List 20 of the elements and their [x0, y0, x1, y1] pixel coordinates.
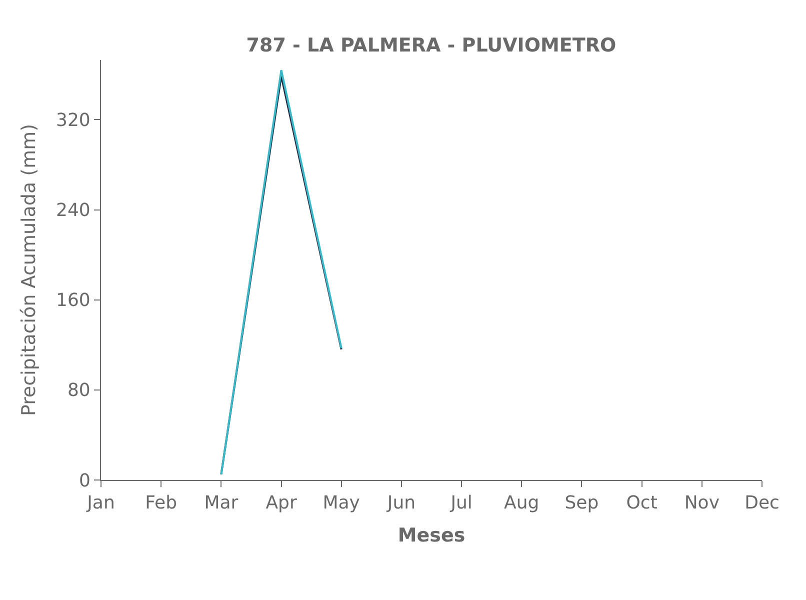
- chart-title: 787 - LA PALMERA - PLUVIOMETRO: [246, 34, 616, 57]
- x-axis-title: Meses: [398, 524, 466, 546]
- x-tick-label: Apr: [266, 492, 298, 514]
- y-tick-label: 240: [56, 200, 90, 222]
- y-tick-label: 320: [56, 110, 90, 131]
- x-tick-label: Dec: [744, 492, 780, 514]
- x-tick-label: Feb: [145, 492, 178, 514]
- x-tick-label: Oct: [626, 492, 658, 514]
- x-tick-label: Jul: [450, 492, 472, 514]
- x-tick-label: Jan: [86, 492, 115, 514]
- x-tick-label: Sep: [564, 492, 599, 514]
- x-tick-label: Mar: [204, 492, 239, 514]
- y-axis-title: Precipitación Acumulada (mm): [18, 124, 40, 416]
- y-tick-label: 160: [56, 290, 90, 312]
- x-tick-label: Aug: [504, 492, 540, 514]
- x-tick-label: Nov: [684, 492, 720, 514]
- x-tick-label: Jun: [386, 492, 416, 514]
- y-tick-label: 0: [78, 470, 90, 492]
- x-tick-label: May: [322, 492, 360, 514]
- y-tick-label: 80: [67, 380, 90, 402]
